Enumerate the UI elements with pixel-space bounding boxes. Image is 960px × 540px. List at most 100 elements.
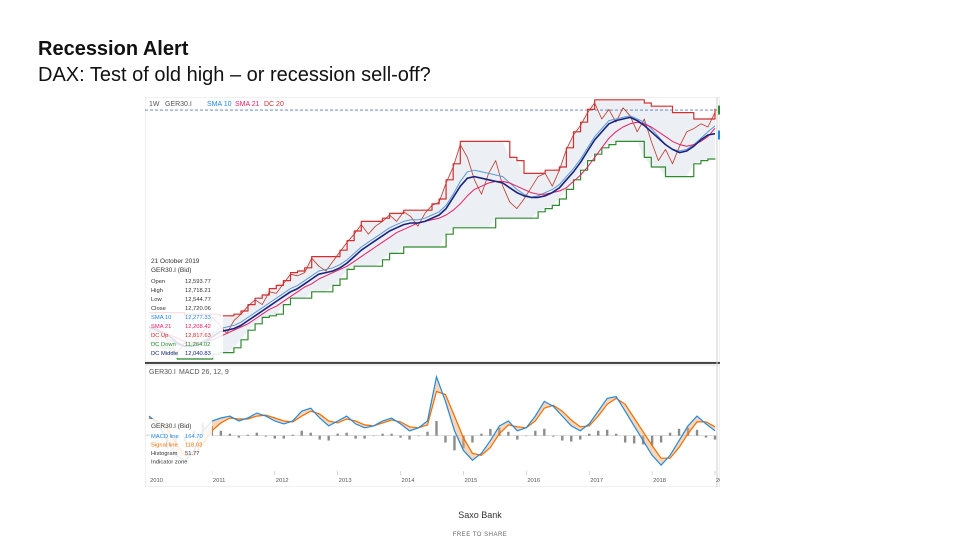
- histogram-bar: [623, 435, 627, 443]
- x-tick-label: 2011: [213, 478, 225, 484]
- info-value: 12,208.42: [185, 324, 211, 330]
- legend-sma10: SMA 10: [207, 101, 232, 108]
- info-value: 12,040.83: [185, 351, 211, 357]
- x-tick-label: 2012: [276, 478, 289, 484]
- donchian-channel-band: [149, 99, 715, 360]
- x-tick-label: 2017: [590, 478, 603, 484]
- histogram-bar: [399, 435, 402, 438]
- histogram-bar: [534, 430, 537, 436]
- price-tag-box: [718, 130, 720, 140]
- histogram-bar: [677, 428, 681, 436]
- macd-info-value: 118.03: [185, 443, 202, 449]
- info-label: Low: [151, 297, 162, 303]
- histogram-bar: [345, 432, 348, 436]
- histogram-bar: [336, 433, 339, 436]
- histogram-bar: [390, 433, 393, 436]
- histogram-bar: [435, 420, 438, 436]
- histogram-bar: [300, 430, 303, 436]
- series-dc-down: [149, 140, 716, 360]
- price-y-axis: 13,000.0011,000.0010,000.009,000.008,000…: [718, 105, 720, 140]
- info-label: Close: [151, 306, 166, 312]
- info-label: SMA 10: [151, 315, 171, 321]
- histogram-bar: [516, 435, 519, 440]
- symbol-label: GER30.I: [165, 101, 192, 108]
- histogram-bar: [552, 435, 555, 437]
- x-tick-label: 2019: [716, 478, 720, 484]
- histogram-bar: [327, 435, 330, 441]
- macd-info-label: Signal line: [151, 443, 178, 449]
- x-tick-label: 2018: [653, 478, 666, 484]
- info-value: 12,720.06: [185, 306, 211, 312]
- histogram-bar: [273, 435, 276, 439]
- dax-chart: 13,000.0011,000.0010,000.009,000.008,000…: [145, 97, 720, 487]
- macd-series: [148, 374, 716, 466]
- histogram-bar: [597, 430, 600, 436]
- histogram-bar: [498, 427, 501, 436]
- histogram-bar: [381, 433, 384, 436]
- price-tag-box: [718, 105, 720, 115]
- x-tick-label: 2014: [402, 478, 416, 484]
- x-tick-label: 2016: [527, 478, 540, 484]
- series-macd-line: [148, 374, 716, 466]
- slide-title: Recession Alert: [38, 38, 189, 60]
- histogram-bar: [650, 435, 654, 446]
- histogram-bar: [543, 428, 546, 436]
- macd-indicator-label: MACD 26, 12, 9: [179, 369, 229, 376]
- macd-symbol-label: GER30.I: [149, 369, 176, 376]
- histogram-bar: [237, 435, 241, 438]
- info-value: 12,544.77: [185, 297, 211, 303]
- histogram-bar: [417, 435, 420, 437]
- histogram-bar: [219, 430, 223, 436]
- histogram-bar: [588, 433, 591, 436]
- histogram-bar: [695, 429, 699, 436]
- source-label: Saxo Bank: [458, 510, 502, 520]
- histogram-bar: [525, 435, 528, 437]
- info-label: SMA 21: [151, 324, 171, 330]
- info-date: 21 October 2019: [151, 258, 200, 265]
- histogram-bar: [614, 433, 618, 436]
- x-tick-label: 2013: [339, 478, 352, 484]
- info-symbol: GER30.I (Bid): [151, 267, 191, 274]
- series-sma10: [148, 115, 716, 347]
- histogram-bar: [264, 435, 267, 437]
- histogram-bar: [632, 435, 636, 444]
- info-value: 12,593.77: [185, 279, 211, 285]
- histogram-bar: [309, 432, 312, 436]
- histogram-bar: [713, 435, 717, 440]
- legend-dc: DC 20: [264, 101, 284, 108]
- info-value: 12,277.33: [185, 315, 211, 321]
- histogram-bar: [462, 435, 465, 449]
- channel-fill: [149, 99, 715, 360]
- histogram-bar: [489, 428, 492, 436]
- histogram-bar: [605, 429, 609, 436]
- histogram-bar: [363, 435, 366, 439]
- series-sma21: [148, 121, 716, 344]
- x-tick-label: 2015: [464, 478, 477, 484]
- macd-info-value: 51.77: [185, 451, 200, 457]
- macd-info-label: Indicator zone: [151, 460, 187, 466]
- histogram-bar: [282, 435, 285, 439]
- histogram-bar: [480, 433, 483, 436]
- info-value: 11,264.02: [185, 342, 210, 348]
- histogram-bar: [668, 432, 672, 436]
- macd-info-symbol: GER30.I (Bid): [151, 423, 191, 430]
- histogram-bar: [444, 435, 447, 443]
- macd-info-box: GER30.I (Bid) MACD line 164.70 Signal line…: [148, 419, 212, 475]
- slide-subtitle: DAX: Test of old high – or recession sel…: [38, 64, 431, 86]
- histogram-bar: [228, 433, 232, 436]
- histogram-bar: [426, 431, 429, 436]
- histogram-bar: [686, 427, 690, 436]
- info-value: 12,817.63: [185, 333, 211, 339]
- histogram-bar: [246, 434, 250, 436]
- histogram-bar: [408, 435, 411, 440]
- histogram-bar: [372, 435, 375, 437]
- info-value: 12,718.21: [185, 288, 211, 294]
- series-dc-up: [149, 99, 716, 317]
- info-label: High: [151, 288, 163, 294]
- macd-info-label: Histogram: [151, 451, 178, 457]
- price-info-box: 21 October 2019 GER30.I (Bid) Open 12,593…: [148, 254, 223, 358]
- histogram-bar: [291, 434, 294, 436]
- macd-info-value: 164.70: [185, 434, 203, 440]
- series-close: [148, 102, 716, 353]
- histogram-bar: [570, 435, 573, 442]
